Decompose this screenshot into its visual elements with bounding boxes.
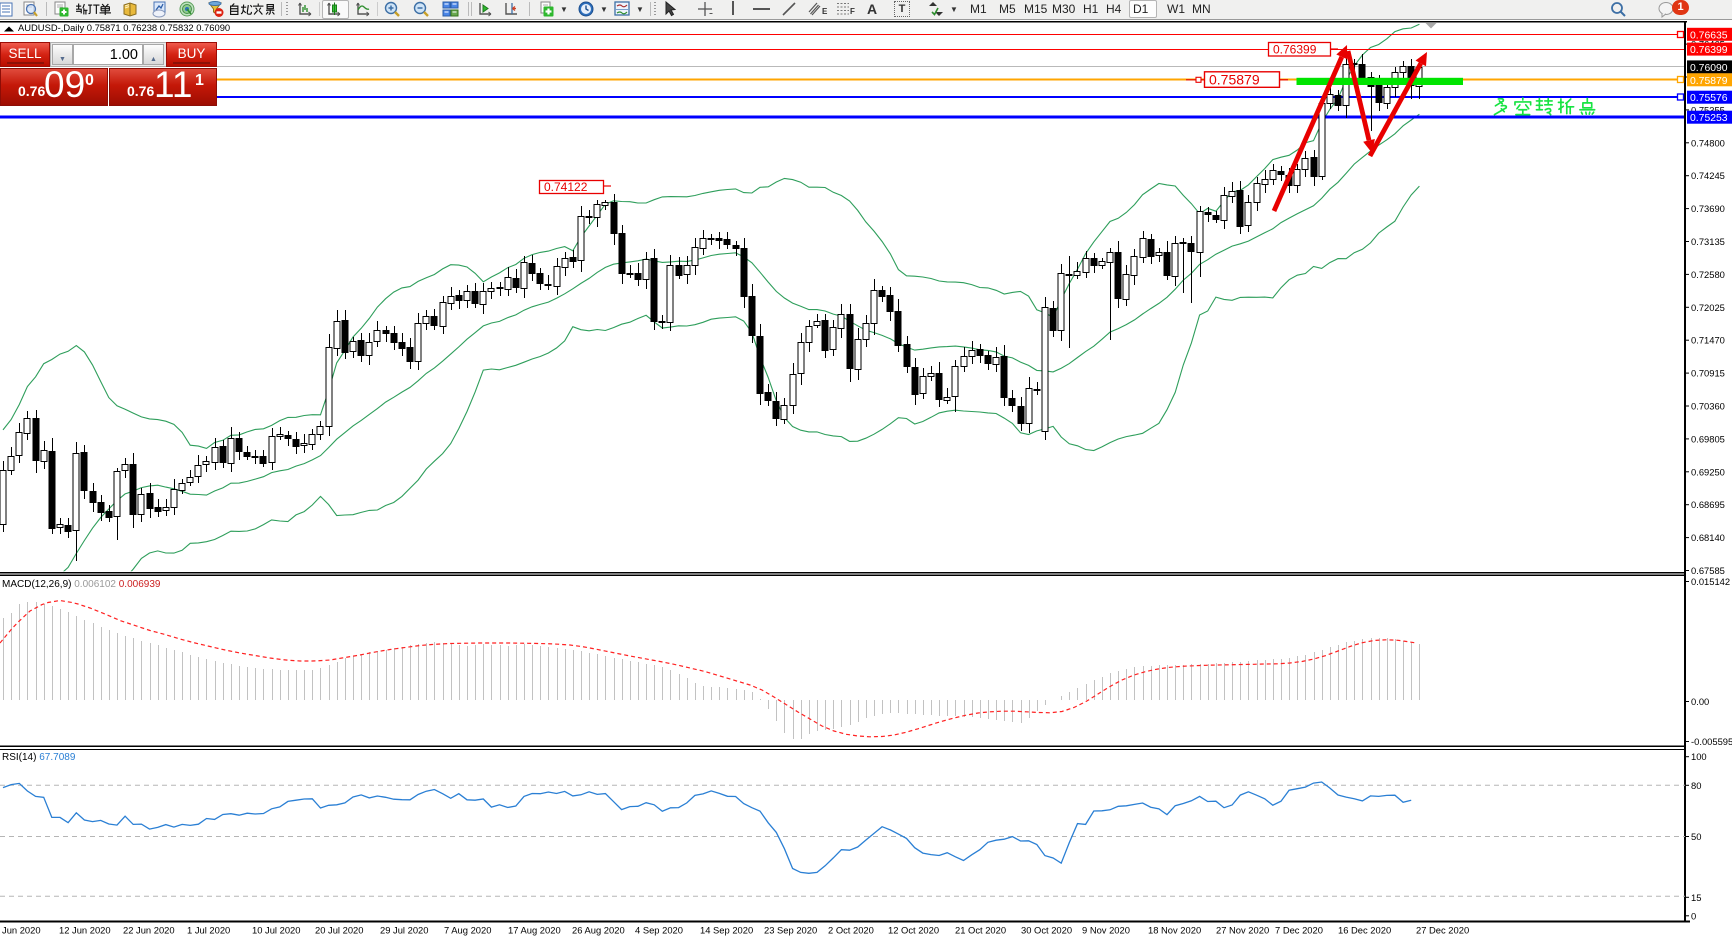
svg-text:0.74800: 0.74800 (1691, 137, 1725, 148)
svg-text:0.72580: 0.72580 (1691, 269, 1725, 280)
svg-text:0.73690: 0.73690 (1691, 203, 1725, 214)
svg-text:0.74122: 0.74122 (544, 180, 588, 194)
svg-text:7 Aug 2020: 7 Aug 2020 (444, 925, 491, 936)
svg-text:7 Dec 2020: 7 Dec 2020 (1275, 925, 1323, 936)
svg-text:16 Dec 2020: 16 Dec 2020 (1338, 925, 1391, 936)
svg-text:0.71470: 0.71470 (1691, 335, 1725, 346)
svg-text:1 Jul 2020: 1 Jul 2020 (187, 925, 230, 936)
svg-text:0.76399: 0.76399 (1690, 45, 1728, 56)
svg-text:0.68140: 0.68140 (1691, 532, 1725, 543)
svg-text:0.72025: 0.72025 (1691, 302, 1725, 313)
svg-text:Jun 2020: Jun 2020 (2, 925, 41, 936)
svg-text:-0.005595: -0.005595 (1691, 736, 1732, 747)
svg-text:20 Jul 2020: 20 Jul 2020 (315, 925, 363, 936)
svg-text:50: 50 (1691, 831, 1701, 842)
svg-text:0.75879: 0.75879 (1209, 72, 1260, 88)
svg-text:0.015142: 0.015142 (1691, 576, 1730, 587)
svg-text:0.75355: 0.75355 (1691, 104, 1725, 115)
svg-text:30 Oct 2020: 30 Oct 2020 (1021, 925, 1072, 936)
svg-text:10 Jul 2020: 10 Jul 2020 (252, 925, 300, 936)
svg-text:29 Jul 2020: 29 Jul 2020 (380, 925, 428, 936)
svg-text:0.70360: 0.70360 (1691, 401, 1725, 412)
svg-text:RSI(14) 67.7089: RSI(14) 67.7089 (2, 752, 76, 763)
svg-text:0.75576: 0.75576 (1690, 93, 1728, 104)
svg-text:MACD(12,26,9) 0.006102 0.00693: MACD(12,26,9) 0.006102 0.006939 (2, 579, 161, 590)
svg-text:0.00: 0.00 (1691, 696, 1709, 707)
svg-text:0.76399: 0.76399 (1273, 42, 1317, 56)
svg-text:15: 15 (1691, 892, 1701, 903)
svg-text:0.67585: 0.67585 (1691, 565, 1725, 576)
svg-text:21 Oct 2020: 21 Oct 2020 (955, 925, 1006, 936)
svg-text:22 Jun 2020: 22 Jun 2020 (123, 925, 175, 936)
svg-text:17 Aug 2020: 17 Aug 2020 (508, 925, 561, 936)
svg-text:12 Oct 2020: 12 Oct 2020 (888, 925, 939, 936)
svg-text:14 Sep 2020: 14 Sep 2020 (700, 925, 753, 936)
svg-text:0.73135: 0.73135 (1691, 236, 1725, 247)
svg-text:0.69250: 0.69250 (1691, 466, 1725, 477)
svg-text:0.75879: 0.75879 (1690, 76, 1728, 87)
svg-text:0.69805: 0.69805 (1691, 433, 1725, 444)
svg-text:0.68695: 0.68695 (1691, 499, 1725, 510)
svg-text:0.75253: 0.75253 (1690, 113, 1728, 124)
svg-text:80: 80 (1691, 780, 1701, 791)
svg-text:0.74245: 0.74245 (1691, 170, 1725, 181)
svg-text:26 Aug 2020: 26 Aug 2020 (572, 925, 625, 936)
svg-text:4 Sep 2020: 4 Sep 2020 (635, 925, 683, 936)
svg-text:0.76090: 0.76090 (1690, 63, 1728, 74)
svg-text:9 Nov 2020: 9 Nov 2020 (1082, 925, 1130, 936)
svg-text:0.76635: 0.76635 (1690, 30, 1728, 41)
svg-text:2 Oct 2020: 2 Oct 2020 (828, 925, 874, 936)
svg-text:12 Jun 2020: 12 Jun 2020 (59, 925, 111, 936)
svg-text:0.70915: 0.70915 (1691, 368, 1725, 379)
svg-text:23 Sep 2020: 23 Sep 2020 (764, 925, 817, 936)
svg-text:AUDUSD-,Daily 0.75871 0.76238: AUDUSD-,Daily 0.75871 0.76238 0.75832 0.… (18, 22, 230, 33)
svg-text:0: 0 (1691, 910, 1696, 921)
svg-text:27 Nov 2020: 27 Nov 2020 (1216, 925, 1269, 936)
svg-text:27 Dec 2020: 27 Dec 2020 (1416, 925, 1469, 936)
svg-text:18 Nov 2020: 18 Nov 2020 (1148, 925, 1201, 936)
svg-text:100: 100 (1691, 751, 1707, 762)
